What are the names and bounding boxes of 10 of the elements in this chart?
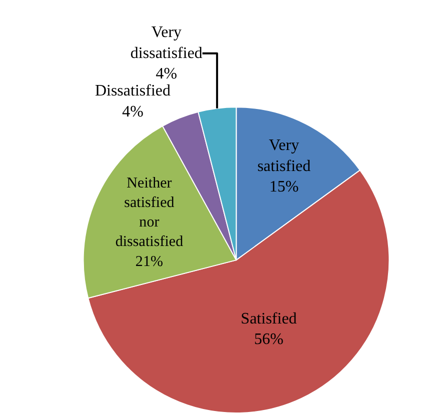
- slice-label: Very dissatisfied: [130, 24, 202, 62]
- slice-label: Satisfied: [240, 310, 297, 328]
- data-label: 15%: [269, 178, 299, 196]
- data-label: 4%: [156, 66, 178, 83]
- slice-label: Very satisfied: [257, 137, 311, 175]
- data-label: 4%: [122, 103, 144, 120]
- data-label: 21%: [135, 254, 164, 270]
- slice-label: Dissatisfied: [94, 82, 170, 100]
- data-label: 56%: [254, 331, 284, 348]
- slice-label: Neither satisfied nor dissatisfied: [115, 175, 184, 250]
